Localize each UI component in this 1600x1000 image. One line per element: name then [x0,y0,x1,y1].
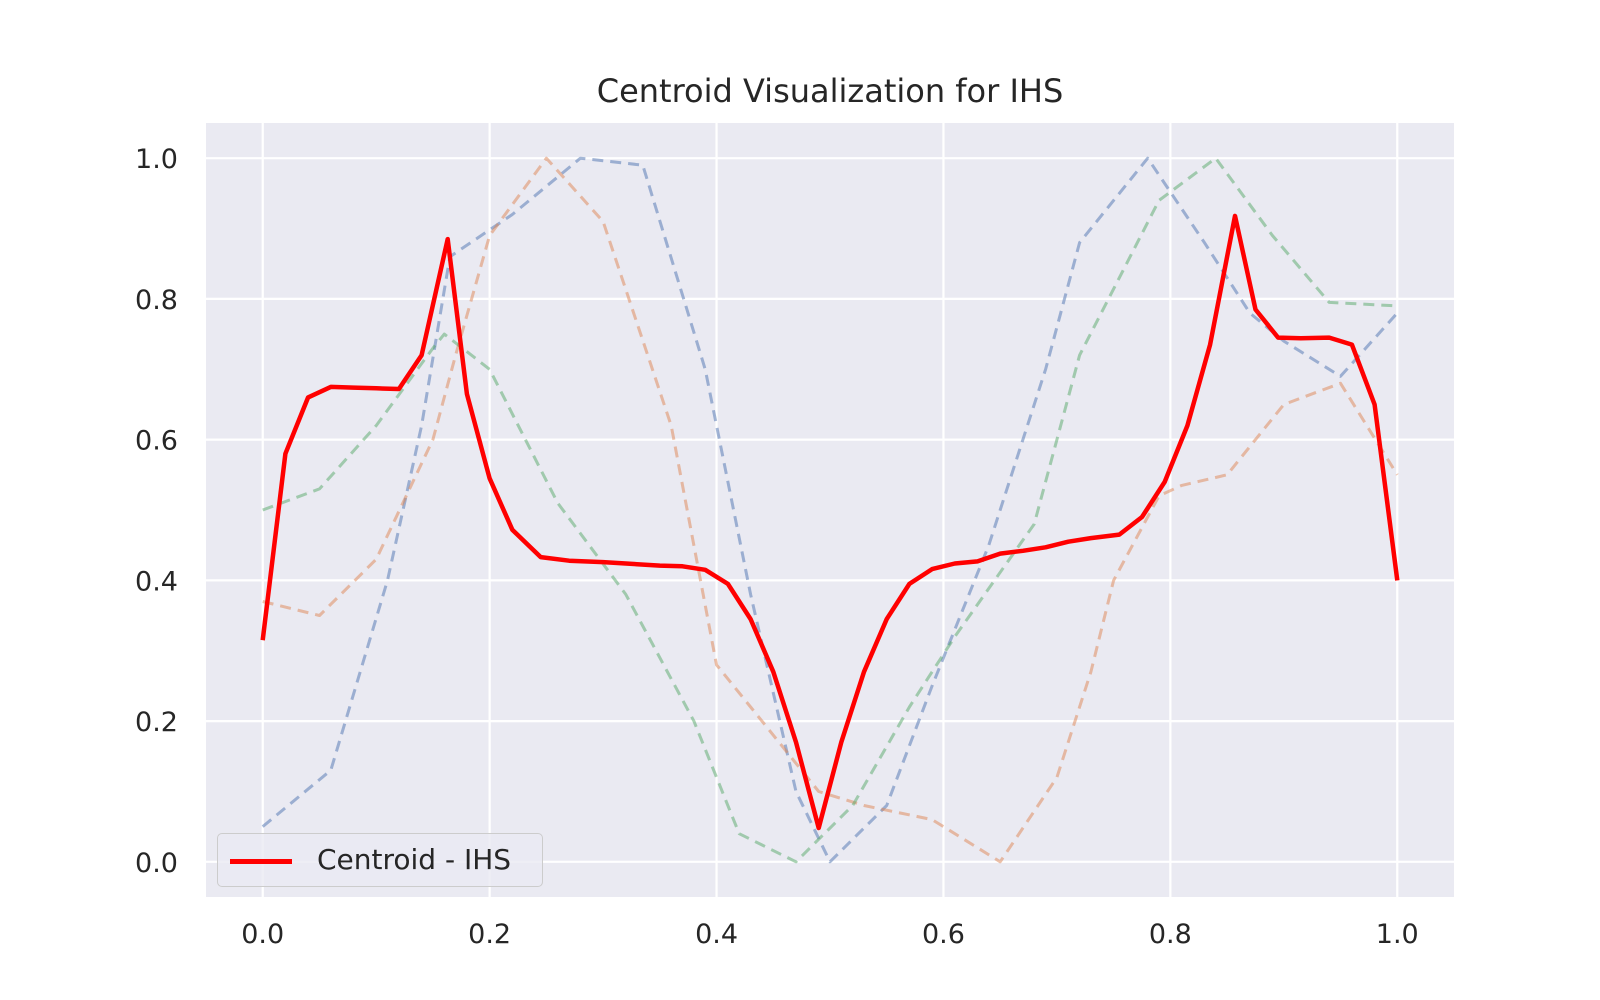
y-tick-label: 0.0 [135,848,178,879]
series-line-dashed-0 [261,156,1399,864]
legend-swatch-centroid [230,859,292,864]
plot-area [206,123,1454,897]
series-line-centroid [260,213,1400,831]
series-group [260,156,1400,864]
y-tick-label: 0.6 [135,426,178,457]
x-tick-label: 0.2 [468,919,511,950]
x-tick-label: 0.0 [241,919,284,950]
x-tick-label: 1.0 [1376,919,1419,950]
legend-label-centroid: Centroid - IHS [317,843,512,876]
legend: Centroid - IHS [217,833,543,887]
x-tick-label: 0.6 [922,919,965,950]
chart-title: Centroid Visualization for IHS [596,72,1064,110]
series-line-dashed-1 [262,156,1399,864]
series-line-dashed-2 [262,156,1398,864]
x-tick-label: 0.8 [1149,919,1192,950]
y-tick-label: 0.2 [135,707,178,738]
x-axis-ticks: 0.0 0.2 0.4 0.6 0.8 1.0 [241,919,1418,950]
y-axis-ticks: 0.0 0.2 0.4 0.6 0.8 1.0 [135,144,178,879]
y-tick-label: 0.8 [135,285,178,316]
y-tick-label: 0.4 [135,566,178,597]
y-tick-label: 1.0 [135,144,178,175]
x-tick-label: 0.4 [695,919,738,950]
